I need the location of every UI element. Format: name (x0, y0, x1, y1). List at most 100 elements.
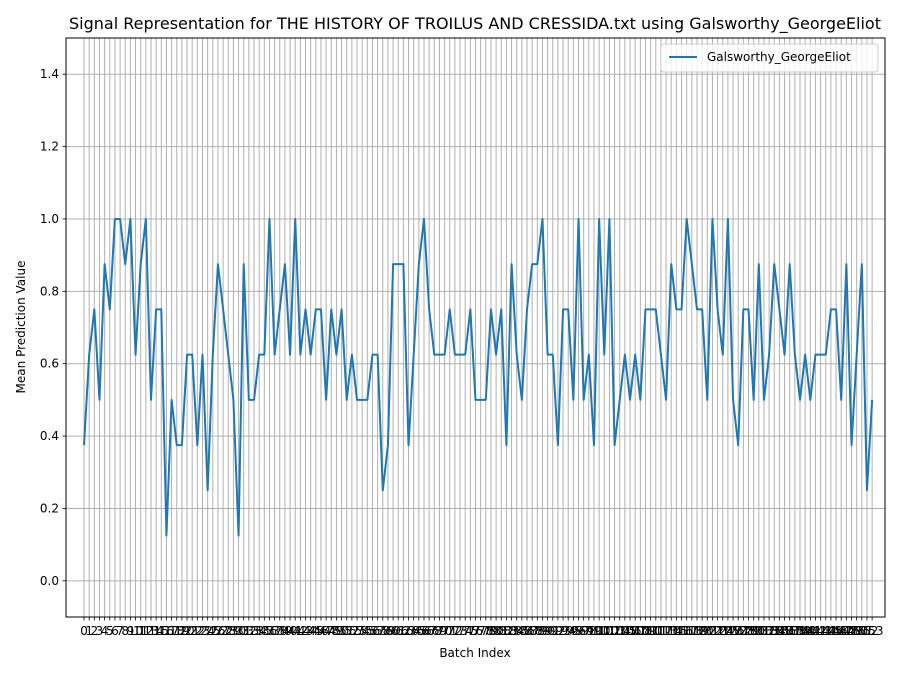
x-tick-label: 92 (550, 624, 565, 638)
x-tick-label: 145 (819, 624, 842, 638)
x-tick-label: 60 (385, 624, 400, 638)
y-tick-label: 0.0 (40, 574, 59, 588)
x-tick-label: 43 (298, 624, 313, 638)
x-tick-label: 34 (252, 624, 267, 638)
x-tick-label: 103 (603, 624, 626, 638)
x-tick-label: 78 (478, 624, 493, 638)
x-tick-label: 81 (494, 624, 509, 638)
legend-label: Galsworthy_GeorgeEliot (707, 50, 851, 64)
x-tick-label: 115 (665, 624, 688, 638)
x-tick-label: 31 (236, 624, 251, 638)
x-tick-label: 28 (221, 624, 236, 638)
y-tick-label: 1.2 (40, 140, 59, 154)
x-tick-label: 125 (716, 624, 739, 638)
x-tick-label: 152 (856, 624, 879, 638)
x-tick-label: 13 (143, 624, 158, 638)
x-tick-label: 88 (530, 624, 545, 638)
x-tick-label: 89 (535, 624, 550, 638)
x-tick-label: 21 (185, 624, 200, 638)
x-tick-label: 33 (246, 624, 261, 638)
x-tick-label: 107 (624, 624, 647, 638)
x-tick-label: 47 (318, 624, 333, 638)
x-tick-label: 137 (778, 624, 801, 638)
x-tick-label: 95 (566, 624, 581, 638)
x-tick-label: 14 (149, 624, 164, 638)
x-tick-label: 26 (210, 624, 225, 638)
x-tick-label: 71 (442, 624, 457, 638)
x-tick-label: 75 (463, 624, 478, 638)
x-tick-label: 63 (401, 624, 416, 638)
x-tick-label: 108 (629, 624, 652, 638)
x-tick-label: 139 (789, 624, 812, 638)
x-tick-label: 38 (272, 624, 287, 638)
x-tick-label: 140 (794, 624, 817, 638)
x-tick-label: 55 (360, 624, 375, 638)
series-line (83, 217, 874, 537)
series-layer (83, 217, 874, 537)
x-tick-label: 39 (277, 624, 292, 638)
x-axis-label: Batch Index (439, 646, 510, 660)
x-tick-label: 1 (85, 624, 93, 638)
x-tick-label: 150 (845, 624, 868, 638)
x-tick-label: 9 (127, 624, 135, 638)
x-tick-label: 50 (334, 624, 349, 638)
x-tick-label: 51 (339, 624, 354, 638)
x-tick-label: 36 (262, 624, 277, 638)
x-tick-label: 97 (576, 624, 591, 638)
x-tick-label: 72 (447, 624, 462, 638)
x-tick-label: 8 (121, 624, 129, 638)
x-tick-label: 138 (783, 624, 806, 638)
x-tick-label: 29 (226, 624, 241, 638)
x-tick-label: 19 (174, 624, 189, 638)
x-tick-label: 79 (483, 624, 498, 638)
x-tick-label: 57 (370, 624, 385, 638)
y-tick-label: 1.0 (40, 212, 59, 226)
x-tick-label: 37 (267, 624, 282, 638)
x-tick-label: 136 (773, 624, 796, 638)
x-tick-label: 22 (190, 624, 205, 638)
x-tick-label: 123 (706, 624, 729, 638)
x-tick-label: 135 (768, 624, 791, 638)
x-tick-label: 44 (303, 624, 318, 638)
x-tick-label: 32 (241, 624, 256, 638)
x-tick-label: 27 (215, 624, 230, 638)
x-tick-label: 84 (509, 624, 524, 638)
x-tick-label: 110 (639, 624, 662, 638)
x-tick-label: 5 (106, 624, 114, 638)
x-tick-label: 120 (691, 624, 714, 638)
y-tick-label: 0.8 (40, 284, 59, 298)
x-tick-label: 129 (737, 624, 760, 638)
x-tick-label: 132 (752, 624, 775, 638)
x-tick-label: 117 (675, 624, 698, 638)
x-tick-label: 118 (680, 624, 703, 638)
x-tick-label: 73 (452, 624, 467, 638)
x-tick-label: 105 (613, 624, 636, 638)
y-tick-label: 0.2 (40, 501, 59, 515)
x-tick-label: 127 (727, 624, 750, 638)
x-tick-label: 93 (555, 624, 570, 638)
x-tick-label: 4 (101, 624, 109, 638)
x-tick-label: 91 (545, 624, 560, 638)
x-tick-label: 65 (411, 624, 426, 638)
x-tick-label: 45 (308, 624, 323, 638)
y-axis: 0.0 0.2 0.4 0.6 0.8 1.0 1.2 1.4 (40, 67, 66, 588)
x-tick-label: 148 (835, 624, 858, 638)
x-tick-label: 106 (619, 624, 642, 638)
x-tick-label: 149 (840, 624, 863, 638)
x-tick-label: 49 (329, 624, 344, 638)
x-tick-label: 25 (205, 624, 220, 638)
x-tick-label: 68 (427, 624, 442, 638)
x-tick-label: 130 (742, 624, 765, 638)
x-axis: 0123456789101112131415161718192021222324… (80, 617, 884, 638)
x-tick-label: 100 (588, 624, 611, 638)
x-tick-label: 59 (380, 624, 395, 638)
x-tick-label: 2 (91, 624, 99, 638)
x-tick-label: 16 (159, 624, 174, 638)
x-tick-label: 98 (581, 624, 596, 638)
x-tick-label: 66 (416, 624, 431, 638)
x-tick-label: 42 (293, 624, 308, 638)
x-tick-label: 85 (514, 624, 529, 638)
x-tick-label: 40 (282, 624, 297, 638)
x-tick-label: 48 (324, 624, 339, 638)
x-tick-label: 10 (128, 624, 143, 638)
